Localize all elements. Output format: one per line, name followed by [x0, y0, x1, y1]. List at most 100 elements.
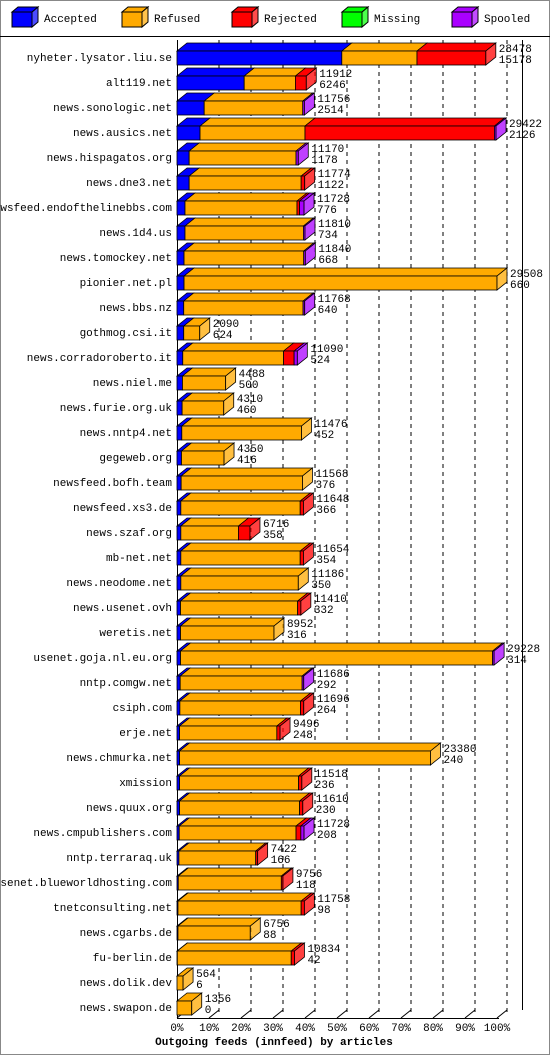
y-tick-label: news.sonologic.net — [53, 103, 172, 115]
bar — [299, 200, 305, 216]
bar — [176, 950, 292, 966]
legend-label: Spooled — [484, 14, 530, 26]
x-tick-label: 50% — [327, 1023, 347, 1035]
bar — [177, 875, 282, 891]
offered-label: 9756 — [296, 869, 322, 881]
x-tick — [240, 1009, 252, 1019]
bar-side — [303, 817, 315, 841]
accepted-label: 776 — [317, 205, 337, 217]
offered-label: 7422 — [271, 844, 297, 856]
legend-label: Missing — [374, 14, 420, 26]
x-tick — [336, 1009, 348, 1019]
offered-label: 11518 — [315, 769, 348, 781]
bar — [243, 75, 296, 91]
bar-side — [493, 642, 505, 666]
offered-label: 11756 — [317, 94, 350, 106]
offered-label: 29422 — [509, 119, 542, 131]
y-tick-label: newsfeed.xs3.de — [73, 503, 172, 515]
accepted-label: 98 — [317, 905, 330, 917]
bar-top — [179, 517, 250, 527]
bar — [177, 925, 251, 941]
bar-side — [304, 217, 316, 241]
x-tick-label: 20% — [231, 1023, 251, 1035]
bar — [341, 50, 418, 66]
accepted-label: 230 — [316, 805, 336, 817]
bar — [176, 150, 190, 166]
bar-side — [430, 742, 441, 766]
x-tick — [368, 1009, 380, 1019]
bar-side — [302, 467, 313, 491]
bar — [184, 225, 304, 241]
bar — [176, 400, 183, 416]
x-tick-label: 60% — [359, 1023, 379, 1035]
bar-top — [243, 67, 307, 77]
bar-side — [303, 92, 315, 116]
bar-top — [303, 117, 506, 127]
bar — [176, 600, 181, 616]
bar — [297, 600, 302, 616]
x-tick-label: 100% — [484, 1023, 511, 1035]
bar — [183, 250, 305, 266]
offered-label: 4488 — [239, 369, 265, 381]
offered-label: 11568 — [315, 469, 348, 481]
offered-label: 11610 — [316, 794, 349, 806]
accepted-label: 460 — [237, 405, 257, 417]
bar-side — [249, 917, 261, 941]
bar — [276, 725, 281, 741]
accepted-label: 208 — [317, 830, 337, 842]
x-tick-label: 90% — [455, 1023, 475, 1035]
bar — [300, 900, 305, 916]
offered-label: 6756 — [263, 919, 289, 931]
bar-side — [294, 942, 305, 966]
bar-top — [203, 92, 314, 102]
bar-side — [304, 242, 316, 266]
bar — [181, 400, 225, 416]
bar-top — [178, 742, 442, 752]
x-tick — [400, 1009, 412, 1019]
bar — [181, 425, 302, 441]
bar-side — [302, 792, 314, 816]
accepted-label: 248 — [293, 730, 313, 742]
bar-top — [182, 267, 509, 277]
bar-top — [179, 592, 309, 602]
accepted-label: 6246 — [319, 80, 345, 92]
bar — [176, 100, 205, 116]
bar — [188, 150, 297, 166]
bar — [176, 700, 181, 716]
bar-side — [303, 667, 315, 691]
bar — [176, 475, 182, 491]
y-tick-label: news.cgarbs.de — [80, 928, 172, 940]
bar-side — [304, 167, 316, 191]
accepted-label: 42 — [307, 955, 320, 967]
bar-top — [178, 767, 310, 777]
bar-side — [249, 517, 261, 541]
accepted-label: 1178 — [311, 155, 337, 167]
bar-side — [495, 117, 507, 141]
bar — [199, 125, 306, 141]
bar — [176, 350, 184, 366]
x-tick-label: 30% — [263, 1023, 283, 1035]
x-tick-label: 10% — [199, 1023, 219, 1035]
y-tick-label: news.usenet.ovh — [73, 603, 172, 615]
offered-label: 11912 — [319, 69, 352, 81]
accepted-label: 376 — [315, 480, 335, 492]
y-tick-label: news.dne3.net — [86, 178, 172, 190]
y-tick-label: gegeweb.org — [99, 453, 172, 465]
y-tick-label: news.tomockey.net — [60, 253, 172, 265]
y-tick-label: usenet.goja.nl.eu.org — [33, 653, 172, 665]
y-tick-label: news.ausics.net — [73, 128, 172, 140]
bar — [179, 800, 300, 816]
offered-label: 11090 — [310, 344, 343, 356]
offered-label: 1356 — [205, 994, 231, 1006]
bar-side — [257, 842, 269, 866]
bar — [176, 425, 183, 441]
bar — [299, 500, 304, 516]
bar — [176, 250, 185, 266]
accepted-label: 640 — [318, 305, 338, 317]
bar-top — [175, 42, 353, 52]
bar — [179, 700, 301, 716]
y-tick-label: alt119.net — [106, 78, 172, 90]
legend-swatch — [121, 11, 143, 28]
offered-label: 11774 — [318, 169, 351, 181]
